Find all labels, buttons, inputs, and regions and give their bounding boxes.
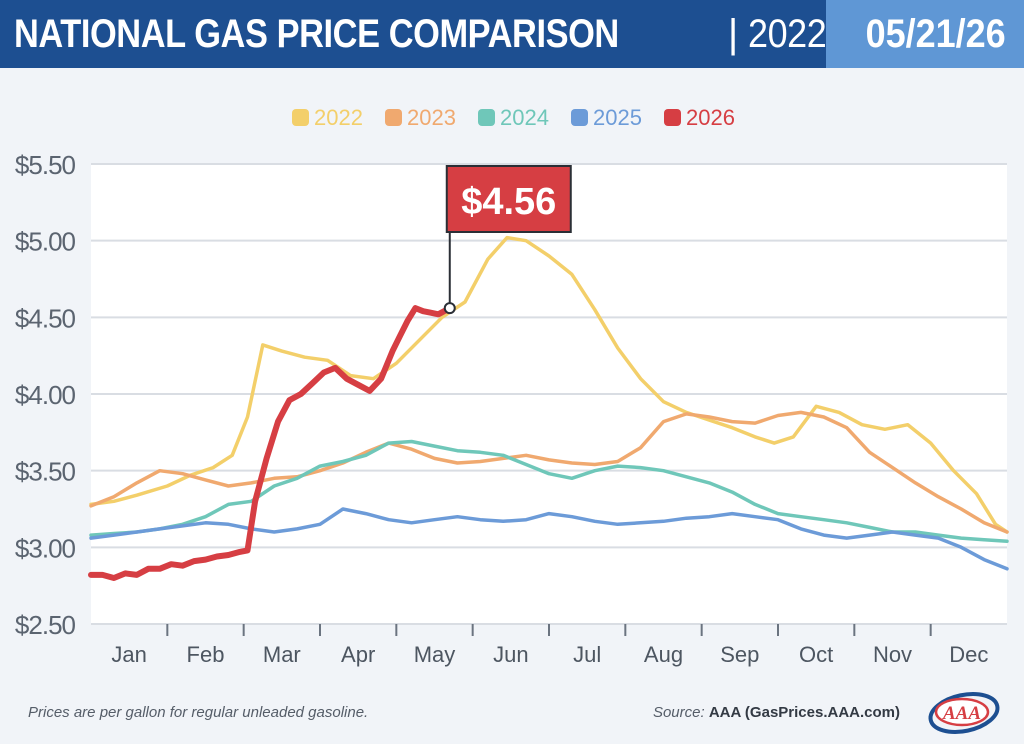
legend-swatch bbox=[664, 109, 681, 126]
x-tick-label: Aug bbox=[644, 642, 683, 667]
legend-swatch bbox=[478, 109, 495, 126]
legend-label: 2025 bbox=[593, 105, 642, 130]
x-tick-label: Jun bbox=[493, 642, 528, 667]
aaa-logo-text: AAA bbox=[942, 703, 981, 724]
y-tick-label: $5.00 bbox=[15, 227, 76, 257]
legend-label: 2023 bbox=[407, 105, 456, 130]
y-tick-label: $4.50 bbox=[15, 303, 76, 333]
source-value: AAA (GasPrices.AAA.com) bbox=[708, 704, 900, 721]
header-bar: NATIONAL GAS PRICE COMPARISON | 2022-202… bbox=[0, 0, 1024, 68]
x-tick-label: Feb bbox=[187, 642, 225, 667]
series-lines bbox=[88, 235, 1009, 581]
callout-point bbox=[443, 302, 456, 315]
series-line-2022 bbox=[89, 235, 1009, 534]
x-tick-label: Jan bbox=[111, 642, 146, 667]
legend-label: 2022 bbox=[314, 105, 363, 130]
price-callout: $4.56 bbox=[443, 165, 572, 315]
y-axis-ticks: $5.50 $5.00 $4.50 $4.00 $3.50 $3.00 $2.50 bbox=[15, 150, 77, 640]
x-tick-label: Jul bbox=[573, 642, 601, 667]
x-tick-label: May bbox=[414, 642, 456, 667]
source-label: Source: bbox=[652, 704, 705, 721]
series-line-2023 bbox=[89, 410, 1009, 534]
date-badge: 05/21/26 bbox=[826, 0, 1024, 68]
y-tick-label: $4.00 bbox=[15, 380, 76, 410]
x-tick-label: Dec bbox=[949, 642, 988, 667]
y-tick-label: $3.50 bbox=[15, 457, 76, 487]
legend-swatch bbox=[385, 109, 402, 126]
x-tick-label: Nov bbox=[873, 642, 912, 667]
y-tick-label: $5.50 bbox=[15, 150, 76, 180]
callout-box bbox=[445, 165, 572, 233]
page-title-separator: | bbox=[717, 12, 749, 56]
x-axis-ticks: Jan Feb Mar Apr May Jun Jul Aug Sep Oct Nov Dec bbox=[111, 624, 988, 667]
x-tick-label: Mar bbox=[263, 642, 301, 667]
legend-label: 2024 bbox=[500, 105, 549, 130]
source-credit: Source: AAA (GasPrices.AAA.com) bbox=[653, 704, 900, 721]
x-tick-label: Oct bbox=[799, 642, 833, 667]
y-tick-label: $3.00 bbox=[15, 533, 76, 563]
legend-swatch bbox=[292, 109, 309, 126]
legend-label: 2026 bbox=[686, 105, 735, 130]
legend-swatch bbox=[571, 109, 588, 126]
x-tick-label: Apr bbox=[341, 642, 375, 667]
x-tick-label: Sep bbox=[720, 642, 759, 667]
series-line-2025 bbox=[89, 507, 1009, 571]
series-line-2026 bbox=[88, 305, 453, 581]
aaa-logo: AAA bbox=[928, 692, 1000, 734]
date-text: 05/21/26 bbox=[865, 12, 1006, 56]
y-tick-label: $2.50 bbox=[15, 610, 76, 640]
chart-legend: 2022 2023 2024 2025 2026 bbox=[292, 105, 735, 130]
callout-label: $4.56 bbox=[461, 181, 556, 223]
page-title-main: NATIONAL GAS PRICE COMPARISON bbox=[14, 12, 619, 56]
series-line-2024 bbox=[89, 439, 1009, 543]
gas-price-chart: 2022 2023 2024 2025 2026 $5.50 $5.00 $4.50 $4.0… bbox=[15, 105, 1009, 667]
footnote: Prices are per gallon for regular unlead… bbox=[28, 704, 369, 721]
page-title: NATIONAL GAS PRICE COMPARISON | 2022-202… bbox=[14, 6, 935, 62]
